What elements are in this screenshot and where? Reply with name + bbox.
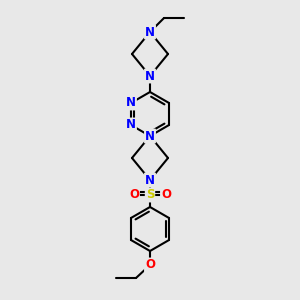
Text: O: O	[161, 188, 171, 202]
Text: N: N	[145, 26, 155, 38]
Text: N: N	[145, 173, 155, 187]
Text: O: O	[129, 188, 139, 202]
Text: N: N	[126, 97, 136, 110]
Text: N: N	[145, 130, 155, 142]
Text: N: N	[145, 70, 155, 83]
Text: N: N	[126, 118, 136, 131]
Text: S: S	[146, 188, 154, 202]
Text: O: O	[145, 259, 155, 272]
